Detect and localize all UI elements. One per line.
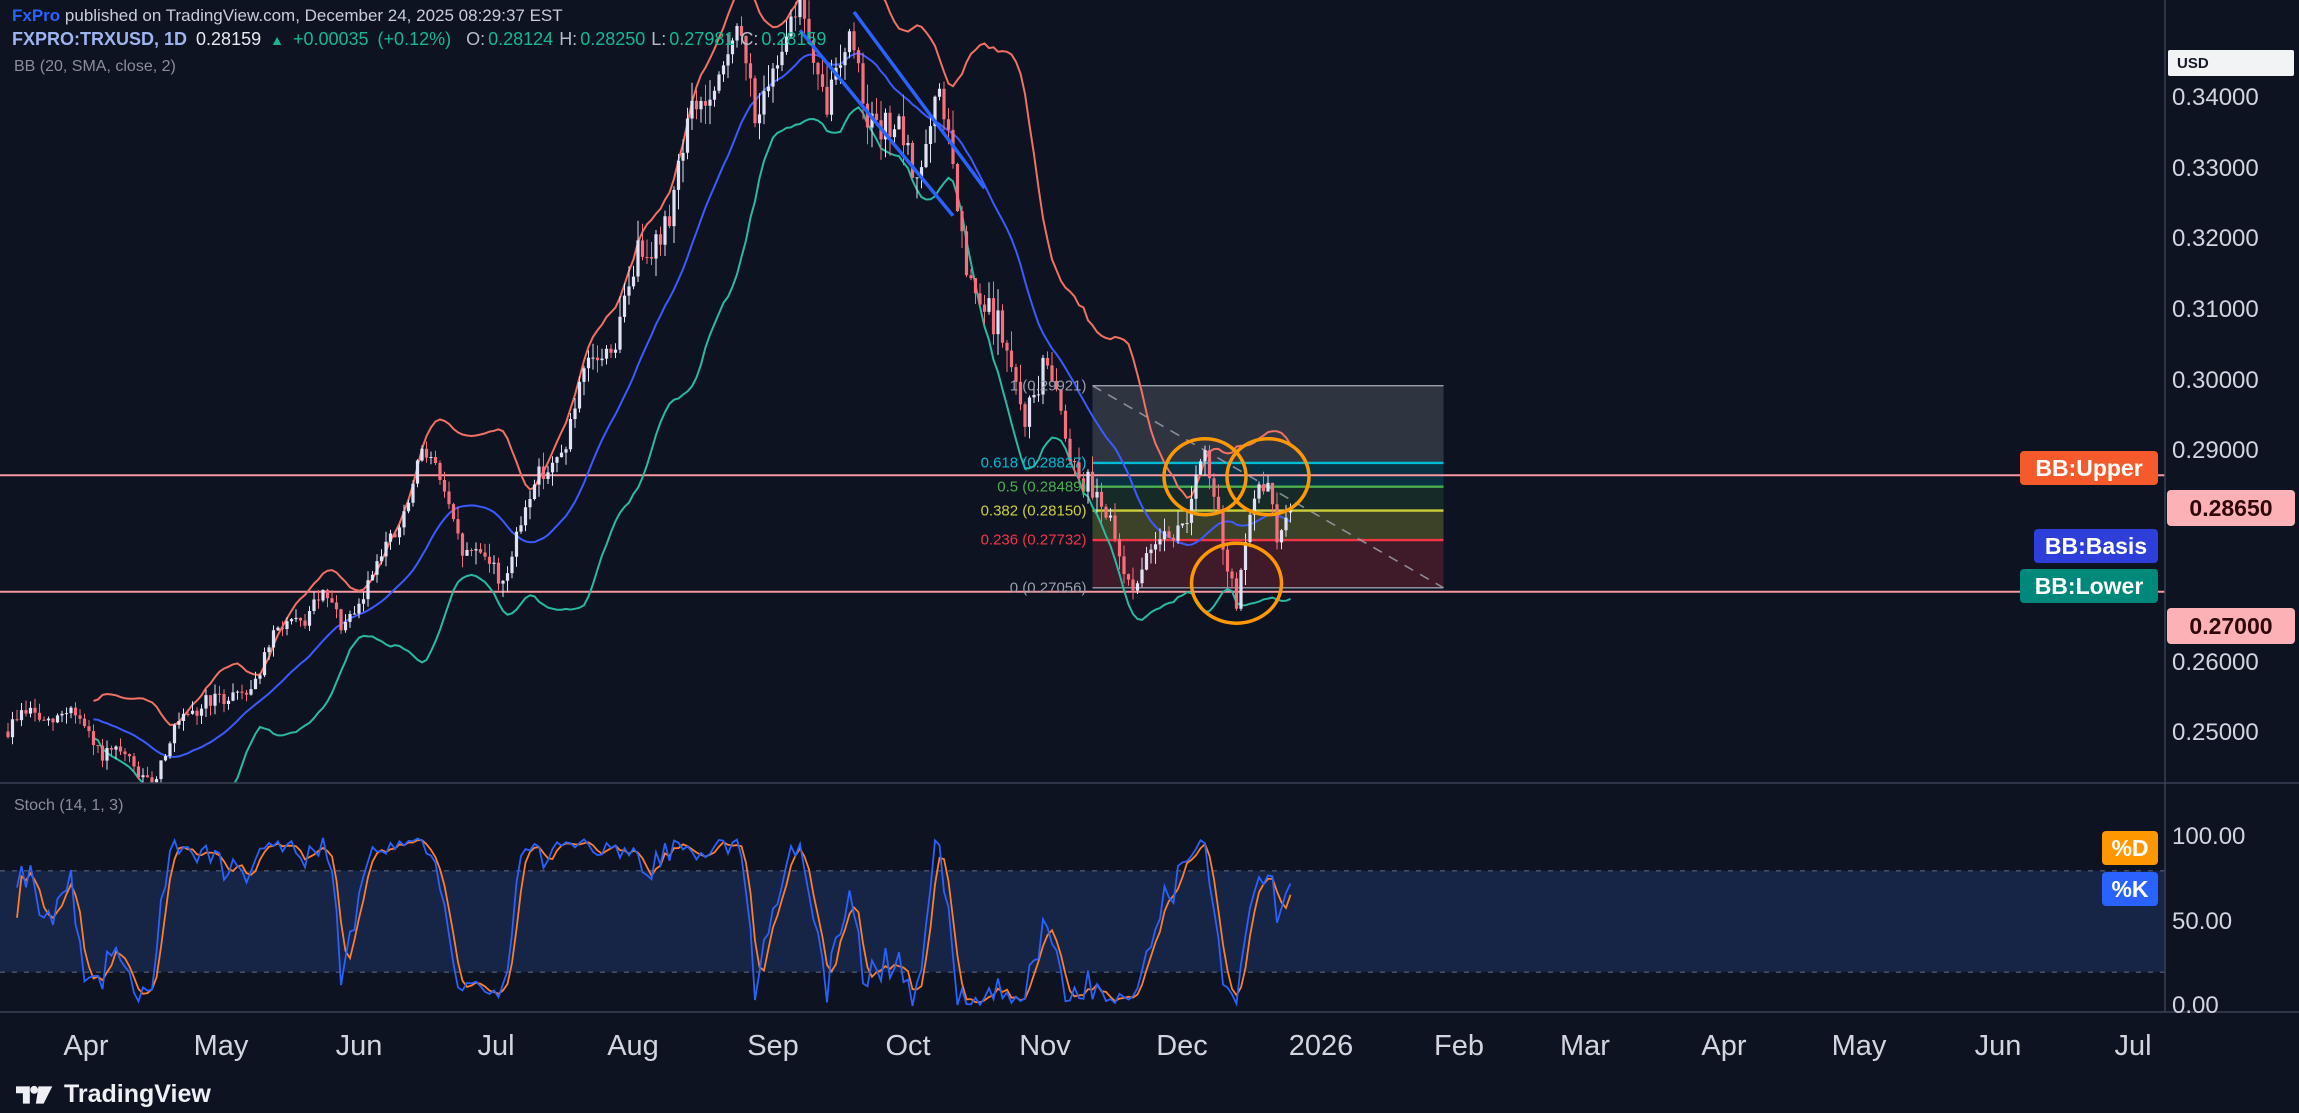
ohlc-value: 0.28250 — [580, 29, 646, 49]
ohlc-label: O: — [466, 29, 486, 49]
change-arrow-icon: ▲ — [270, 32, 284, 48]
indicator-label-stochastic[interactable]: Stoch (14, 1, 3) — [14, 797, 124, 814]
last-price: 0.28159 — [196, 29, 262, 49]
ohlc-value: 0.27981 — [669, 29, 735, 49]
ohlc-value: 0.28124 — [488, 29, 554, 49]
indicator-label-bollinger[interactable]: BB (20, SMA, close, 2) — [14, 58, 176, 75]
ohlc-label: L: — [651, 29, 667, 49]
symbol-info-bar: FXPRO:TRXUSD, 1D 0.28159 ▲ +0.00035 (+0.… — [12, 29, 826, 50]
ohlc-label: H: — [559, 29, 578, 49]
ohlc-values: O: 0.28124 H: 0.28250 L: 0.27981 C: 0.28159 — [460, 29, 826, 50]
ohlc-pair: C: 0.28159 — [740, 29, 826, 50]
symbol-name[interactable]: FXPRO:TRXUSD, 1D — [12, 29, 188, 49]
change-absolute: +0.00035 — [292, 29, 369, 49]
tradingview-logo[interactable]: TradingView — [16, 1080, 211, 1109]
change-percent: (+0.12%) — [377, 29, 452, 49]
publisher-name: FxPro — [12, 6, 61, 25]
ohlc-value: 0.28159 — [761, 29, 827, 49]
ohlc-pair: H: 0.28250 — [559, 29, 645, 50]
tradingview-logo-text: TradingView — [64, 1080, 211, 1108]
publish-info: FxPro published on TradingView.com, Dece… — [12, 6, 563, 26]
tradingview-logo-icon — [16, 1085, 53, 1104]
ohlc-label: C: — [740, 29, 759, 49]
publish-text: published on TradingView.com, December 2… — [60, 6, 563, 25]
ohlc-pair: L: 0.27981 — [651, 29, 734, 50]
currency-toggle-button[interactable]: USD — [2168, 50, 2294, 76]
ohlc-pair: O: 0.28124 — [466, 29, 553, 50]
